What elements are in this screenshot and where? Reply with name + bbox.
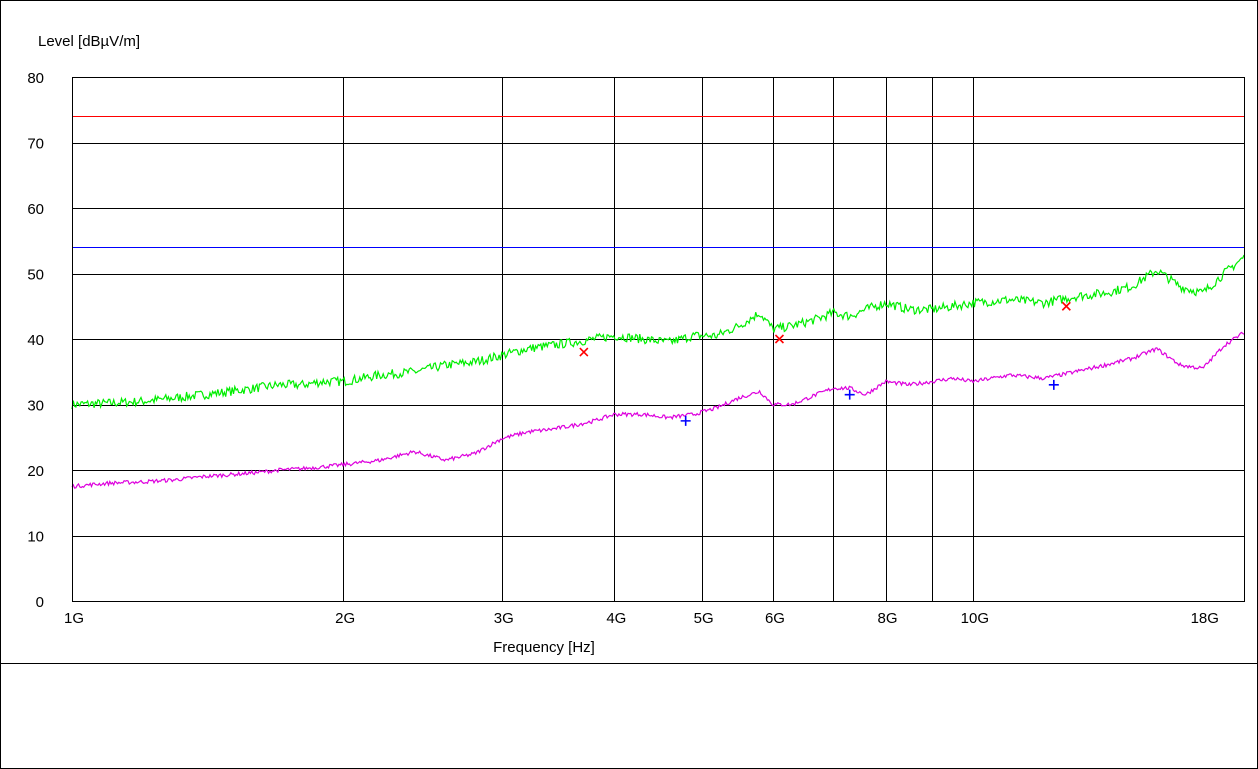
y-tick-label: 80 <box>27 70 44 87</box>
y-tick-label: 20 <box>27 463 44 480</box>
y-tick-label: 40 <box>27 332 44 349</box>
average-marker-plus <box>1048 379 1059 390</box>
y-tick-label: 70 <box>27 136 44 153</box>
peak-marker-x <box>579 347 589 357</box>
peak-marker-x <box>774 334 785 344</box>
average-marker-plus <box>844 389 855 400</box>
x-tick-label: 2G <box>335 610 355 627</box>
series-line <box>71 331 1245 489</box>
peak-marker-x <box>1061 301 1071 311</box>
y-axis-label: Level [dBµV/m] <box>38 33 140 50</box>
x-tick-label: 4G <box>606 610 626 627</box>
x-tick-label: 8G <box>878 610 898 627</box>
average-marker-plus <box>680 415 691 426</box>
x-tick-label: 1G <box>64 610 84 627</box>
y-tick-label: 10 <box>27 529 44 546</box>
x-tick-label: 6G <box>765 610 785 627</box>
series-line <box>71 254 1245 410</box>
x-tick-label: 3G <box>494 610 514 627</box>
y-tick-labels: 0 10 20 30 40 50 60 70 80 <box>27 70 44 611</box>
x-tick-label: 10G <box>961 610 989 627</box>
y-tick-label: 50 <box>27 267 44 284</box>
limit-lines <box>72 116 1244 248</box>
data-series <box>71 254 1245 489</box>
plot-area-border <box>72 77 1245 602</box>
x-axis-label: Frequency [Hz] <box>493 639 595 656</box>
measurement-markers <box>579 301 1071 426</box>
x-tick-label: 18G <box>1191 610 1219 627</box>
y-tick-label: 60 <box>27 201 44 218</box>
x-tick-labels: 1G 2G 3G 4G 5G 6G 8G 10G 18G <box>64 610 1219 627</box>
x-tick-label: 5G <box>694 610 714 627</box>
y-tick-label: 0 <box>36 594 44 611</box>
y-tick-label: 30 <box>27 398 44 415</box>
